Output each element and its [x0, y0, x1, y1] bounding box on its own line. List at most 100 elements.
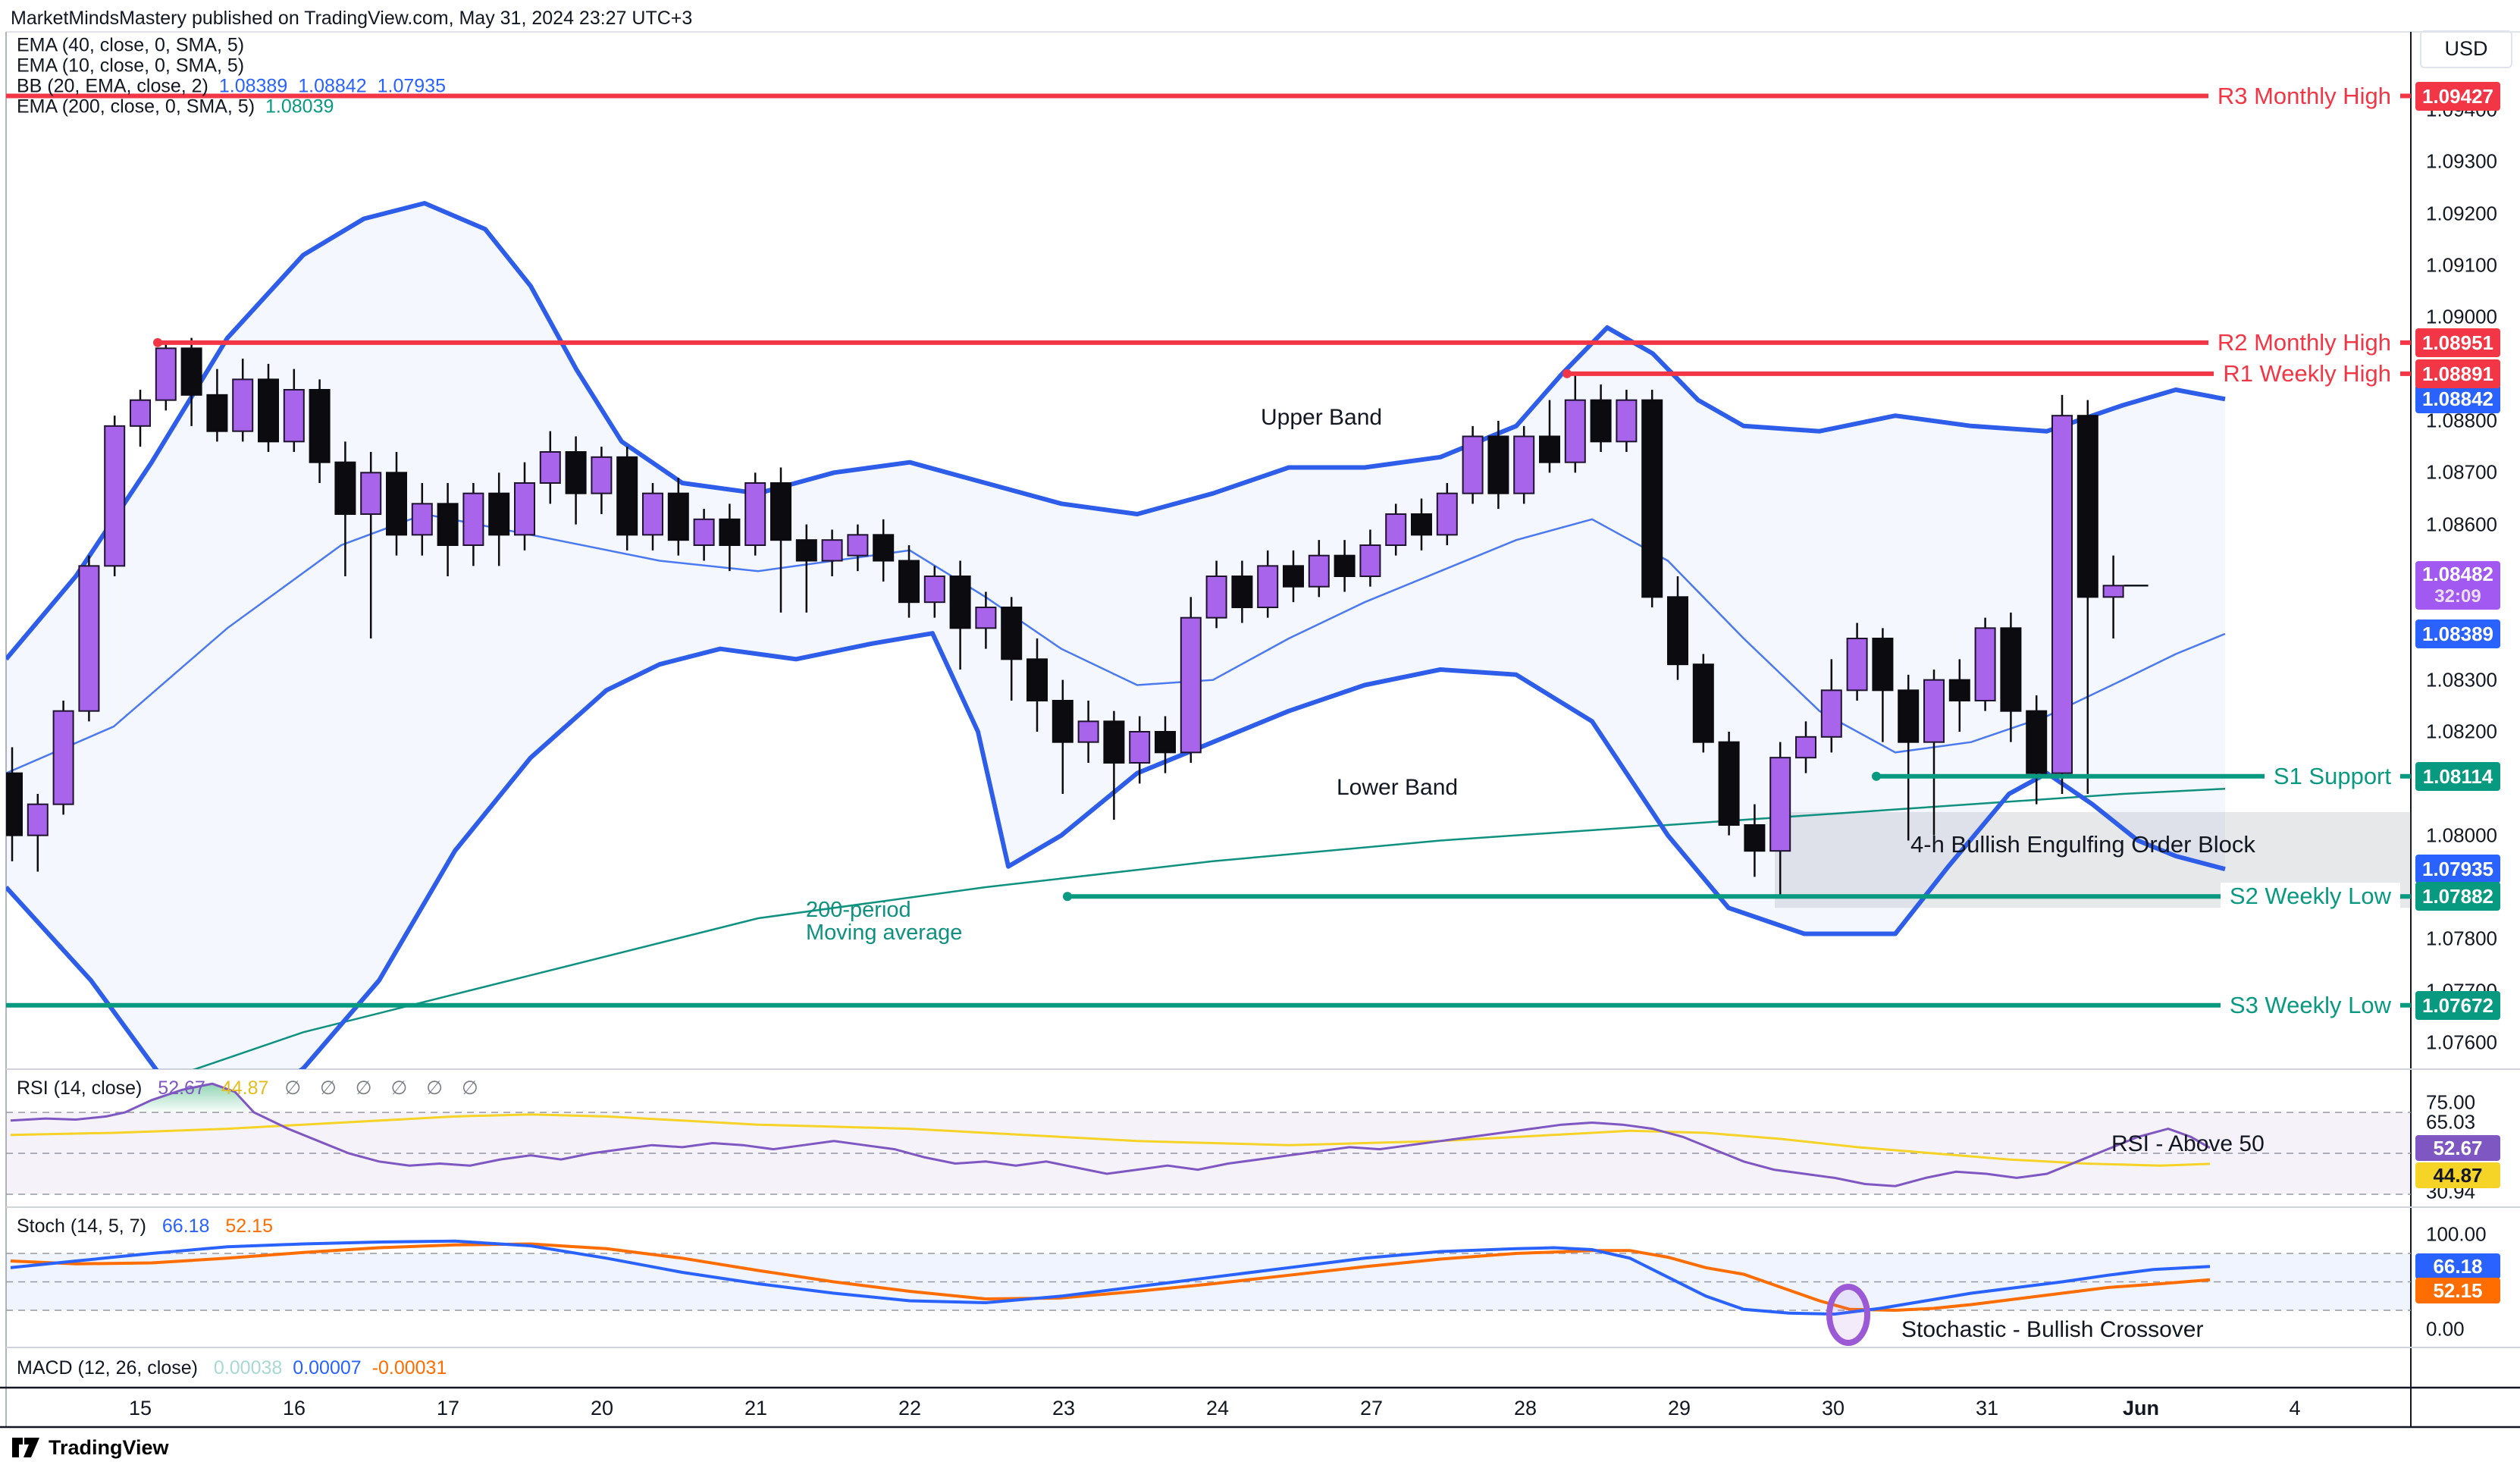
candle — [795, 539, 817, 562]
candle — [1769, 757, 1791, 852]
annotation-ma200-line2[interactable]: Moving average — [806, 921, 963, 945]
candle — [923, 576, 945, 604]
price-tick: 1.09200 — [2426, 202, 2497, 225]
macd-legend[interactable]: MACD (12, 26, close) 0.00038 0.00007 -0.00… — [17, 1357, 447, 1379]
stoch-k-line — [10, 1239, 2211, 1316]
stoch-legend[interactable]: Stoch (14, 5, 7) 66.18 52.15 — [17, 1215, 273, 1237]
stoch-tick: 100.00 — [2426, 1222, 2487, 1246]
candle — [616, 456, 638, 536]
candle — [1692, 663, 1714, 743]
time-label-15: 15 — [128, 1397, 152, 1419]
stoch-d-line — [10, 1242, 2211, 1313]
candle — [386, 472, 407, 536]
candle — [360, 472, 382, 515]
candle — [27, 803, 49, 836]
header-title: MarketMindsMastery published on TradingV… — [11, 8, 693, 29]
price-tick: 1.09000 — [2426, 305, 2497, 328]
level-label-s3[interactable]: S3 Weekly Low — [2220, 992, 2400, 1019]
candle — [1795, 736, 1816, 759]
candle — [2000, 627, 2022, 712]
candle — [1846, 638, 1868, 692]
candle — [2026, 710, 2048, 774]
rsi-ma-value: 44.87 — [221, 1077, 269, 1099]
annotation-ma200-line1[interactable]: 200-period — [806, 898, 911, 922]
candle — [1001, 607, 1023, 660]
candle — [1155, 731, 1176, 754]
price-tick: 1.07600 — [2426, 1030, 2497, 1054]
candle — [1539, 435, 1560, 463]
candle — [591, 456, 613, 494]
annotation-upper-band[interactable]: Upper Band — [1261, 405, 1383, 430]
candle — [309, 389, 331, 463]
time-label-31: 31 — [1975, 1397, 1999, 1419]
candle — [847, 534, 869, 557]
stoch-tick: 0.00 — [2426, 1317, 2465, 1341]
candle — [1103, 720, 1125, 764]
level-label-s1[interactable]: S1 Support — [2264, 763, 2400, 790]
candle — [975, 607, 997, 629]
level-label-s2[interactable]: S2 Weekly Low — [2220, 883, 2400, 910]
candle — [1026, 658, 1048, 701]
legend-value: 1.08842 — [298, 75, 367, 97]
annotation-stoch-crossover[interactable]: Stochastic - Bullish Crossover — [1901, 1317, 2204, 1342]
annotation-rsi-above-50[interactable]: RSI - Above 50 — [2111, 1131, 2265, 1156]
tradingview-icon — [12, 1438, 39, 1457]
stoch-title: Stoch (14, 5, 7) — [17, 1215, 146, 1237]
level-badge-r2: 1.08951 — [2415, 328, 2500, 357]
legend-row-2[interactable]: BB (20, EMA, close, 2) 1.08389 1.08842 1.07… — [17, 76, 446, 98]
price-tick: 1.08700 — [2426, 460, 2497, 484]
level-badge-s2: 1.07882 — [2415, 882, 2500, 911]
candle — [462, 492, 484, 547]
price-tick: 1.08600 — [2426, 513, 2497, 536]
macd-title: MACD (12, 26, close) — [17, 1357, 198, 1379]
candle — [155, 347, 177, 401]
candle — [1667, 596, 1688, 666]
bb-lower-line — [6, 631, 2226, 1069]
level-label-r3[interactable]: R3 Monthly High — [2208, 83, 2400, 110]
candle — [1923, 679, 1945, 743]
candle — [258, 378, 279, 443]
annotation-order-block[interactable]: 4-h Bullish Engulfing Order Block — [1910, 831, 2255, 858]
time-label-22: 22 — [898, 1397, 922, 1419]
crossover-circle — [1826, 1284, 1870, 1346]
legend-row-3[interactable]: EMA (200, close, 0, SMA, 5) 1.08039 — [17, 96, 334, 118]
currency-button[interactable]: USD — [2420, 30, 2512, 68]
candle — [488, 492, 510, 536]
legend-label: BB (20, EMA, close, 2) — [17, 75, 208, 97]
rsi-badge: 44.87 — [2415, 1162, 2500, 1188]
candle — [539, 451, 561, 484]
rsi-badge: 52.67 — [2415, 1135, 2500, 1161]
footer-logo[interactable]: TradingView — [11, 1435, 169, 1460]
price-tick: 1.08300 — [2426, 668, 2497, 692]
candle — [1052, 700, 1074, 743]
candle — [1948, 679, 1970, 702]
main-price-panel[interactable] — [2, 201, 2411, 1136]
time-label-20: 20 — [590, 1397, 614, 1419]
candle — [898, 560, 920, 604]
time-label-24: 24 — [1205, 1397, 1230, 1419]
level-label-r2[interactable]: R2 Monthly High — [2208, 329, 2400, 356]
rsi-title: RSI (14, close) — [17, 1077, 143, 1099]
candle — [821, 539, 843, 562]
candle — [1411, 513, 1432, 536]
candle — [1436, 492, 1458, 536]
footer-brand: TradingView — [49, 1435, 169, 1459]
time-label-Jun: Jun — [2122, 1397, 2160, 1419]
legend-row-0[interactable]: EMA (40, close, 0, SMA, 5) — [17, 35, 244, 57]
annotation-lower-band[interactable]: Lower Band — [1337, 775, 1459, 800]
candle — [1359, 544, 1381, 577]
legend-value: 1.08389 — [218, 75, 288, 97]
level-badge-r1: 1.08891 — [2415, 359, 2500, 388]
candle — [873, 534, 895, 562]
candle — [1129, 731, 1151, 764]
candle — [770, 482, 791, 541]
candle — [1590, 399, 1612, 443]
legend-label: EMA (10, close, 0, SMA, 5) — [17, 55, 245, 77]
legend-row-1[interactable]: EMA (10, close, 0, SMA, 5) — [17, 55, 244, 77]
current-price-badge: 1.08482 32:09 — [2415, 561, 2500, 610]
rsi-legend[interactable]: RSI (14, close) 52.67 44.87 ∅ ∅ ∅ ∅ ∅ ∅ — [17, 1077, 485, 1099]
time-label-29: 29 — [1667, 1397, 1691, 1419]
level-label-r1[interactable]: R1 Weekly High — [2214, 360, 2400, 387]
rsi-ma-line — [10, 1113, 2211, 1167]
